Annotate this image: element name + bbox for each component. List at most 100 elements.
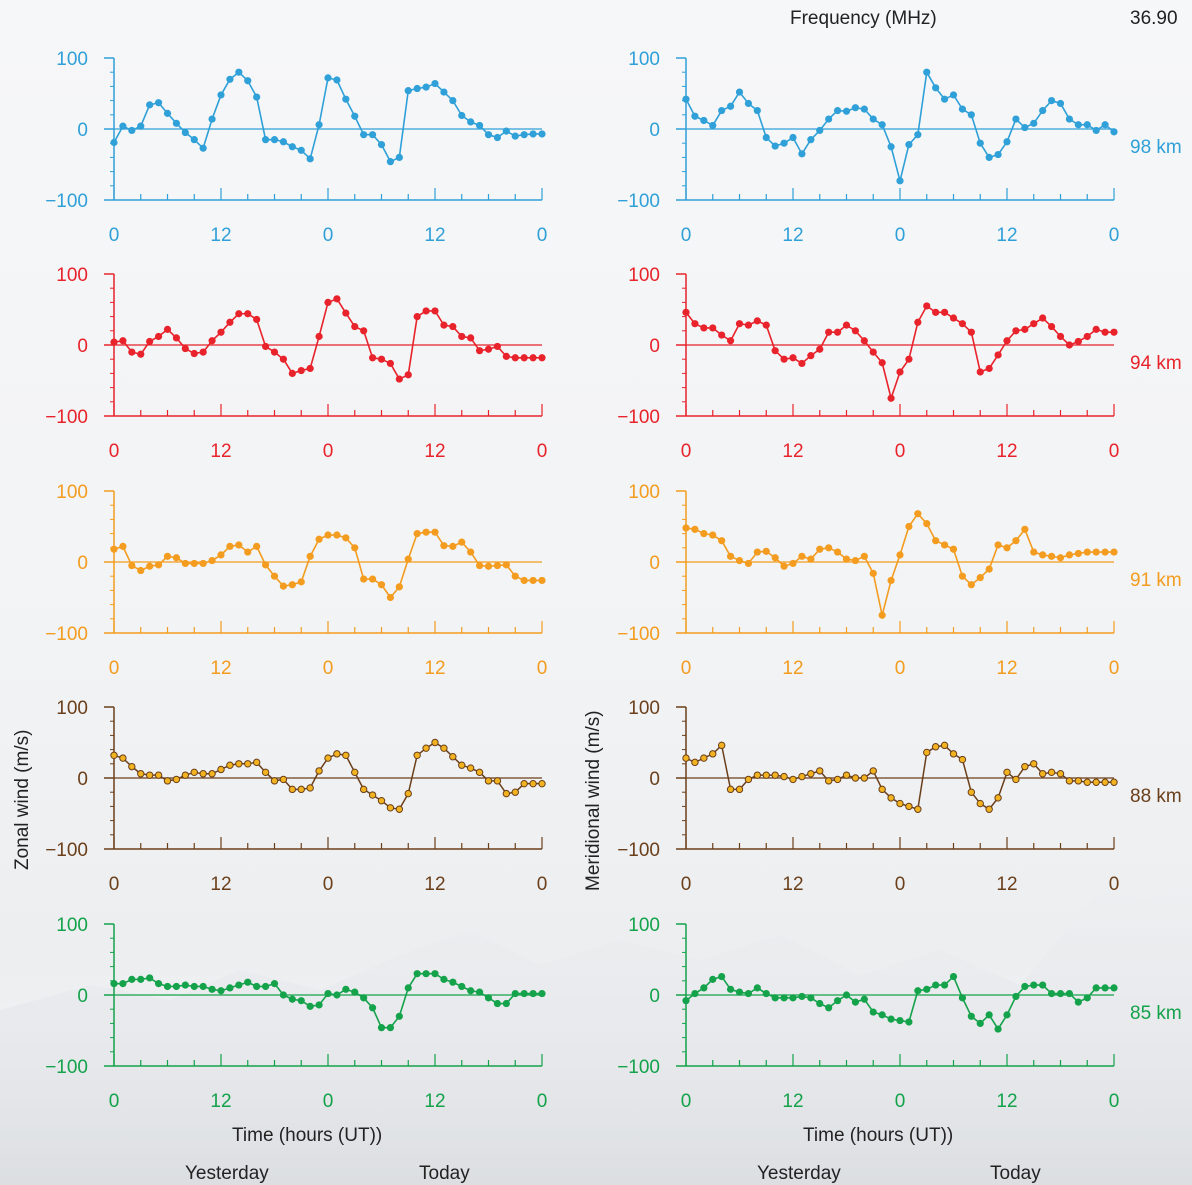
altitude-label: 94 km	[1130, 353, 1182, 374]
data-point	[1110, 548, 1118, 556]
x-tick-label: 12	[782, 658, 803, 679]
x-tick-label: 12	[782, 874, 803, 895]
data-point	[726, 785, 735, 794]
data-point	[270, 777, 279, 785]
left-time-axis-label: Time (hours (UT))	[232, 1125, 383, 1146]
data-point	[128, 561, 136, 570]
data-point	[1003, 544, 1011, 552]
data-point	[1092, 778, 1100, 786]
data-point	[520, 131, 528, 139]
data-point	[475, 347, 484, 355]
data-point	[154, 99, 163, 107]
data-point	[333, 750, 341, 758]
data-point	[538, 779, 546, 788]
data-point	[780, 772, 788, 781]
data-point	[199, 982, 207, 991]
data-point	[771, 142, 779, 150]
x-tick-label: 0	[537, 874, 548, 895]
y-tick-label: 0	[649, 336, 660, 357]
data-point	[128, 975, 136, 983]
x-tick-label: 12	[996, 658, 1017, 679]
data-point	[807, 352, 815, 360]
data-point	[261, 561, 270, 569]
data-point	[368, 354, 377, 362]
data-point	[440, 744, 448, 752]
y-tick-label: 100	[628, 49, 660, 70]
x-tick-label: 0	[1109, 225, 1120, 246]
data-point	[270, 348, 279, 356]
data-point	[217, 765, 225, 774]
data-point	[905, 522, 913, 531]
data-point	[1101, 328, 1109, 336]
x-tick-label: 0	[109, 225, 120, 246]
data-point	[994, 1025, 1002, 1033]
data-point	[1021, 325, 1029, 333]
data-point	[949, 545, 958, 553]
x-tick-label: 12	[424, 441, 445, 462]
left-yesterday-label: Yesterday	[185, 1163, 269, 1184]
data-point	[315, 332, 323, 341]
data-point	[270, 572, 279, 580]
data-point	[1012, 775, 1020, 784]
data-point	[700, 754, 708, 762]
data-point	[413, 84, 421, 93]
data-point	[386, 593, 395, 602]
data-point	[137, 975, 145, 983]
data-point	[1110, 128, 1118, 136]
data-point	[377, 581, 386, 589]
data-point	[798, 772, 806, 781]
data-point	[789, 559, 797, 568]
data-point	[261, 768, 270, 777]
series-line	[685, 305, 1114, 400]
data-point	[163, 777, 172, 785]
data-point	[887, 794, 895, 802]
x-tick-label: 0	[895, 441, 906, 462]
data-point	[878, 785, 886, 794]
data-point	[279, 775, 288, 784]
data-point	[217, 91, 225, 99]
data-point	[923, 985, 931, 993]
x-tick-label: 0	[109, 874, 120, 895]
data-point	[520, 779, 528, 788]
data-point	[1065, 777, 1074, 785]
data-point	[520, 576, 528, 585]
data-point	[119, 542, 127, 550]
frequency-label: Frequency (MHz)	[790, 8, 937, 29]
data-point	[1083, 778, 1091, 786]
data-point	[502, 999, 510, 1008]
data-point	[404, 789, 412, 798]
data-point	[753, 317, 761, 325]
data-point	[1039, 981, 1047, 989]
data-point	[976, 799, 984, 808]
data-point	[413, 530, 421, 538]
data-point	[1092, 325, 1100, 333]
data-point	[279, 582, 288, 590]
x-tick-label: 0	[323, 874, 334, 895]
x-tick-label: 0	[109, 1091, 120, 1112]
data-point	[905, 802, 913, 811]
data-point	[1012, 992, 1020, 1001]
y-tick-label: −100	[45, 407, 88, 428]
data-point	[967, 328, 975, 336]
y-tick-label: −100	[45, 191, 88, 212]
data-point	[137, 566, 145, 575]
data-point	[422, 744, 430, 752]
data-point	[235, 760, 243, 768]
data-point	[726, 337, 735, 345]
data-point	[440, 88, 448, 96]
data-point	[360, 131, 368, 139]
data-point	[824, 777, 833, 785]
data-point	[691, 758, 699, 767]
data-point	[958, 994, 967, 1002]
data-point	[1083, 121, 1091, 129]
x-tick-label: 12	[782, 1091, 803, 1112]
data-point	[940, 308, 949, 316]
data-point	[297, 146, 305, 154]
data-point	[851, 998, 860, 1006]
data-point	[538, 989, 546, 998]
data-point	[458, 538, 466, 546]
x-tick-label: 12	[210, 225, 231, 246]
data-point	[449, 322, 457, 331]
data-point	[395, 153, 403, 161]
data-point	[869, 1008, 877, 1016]
